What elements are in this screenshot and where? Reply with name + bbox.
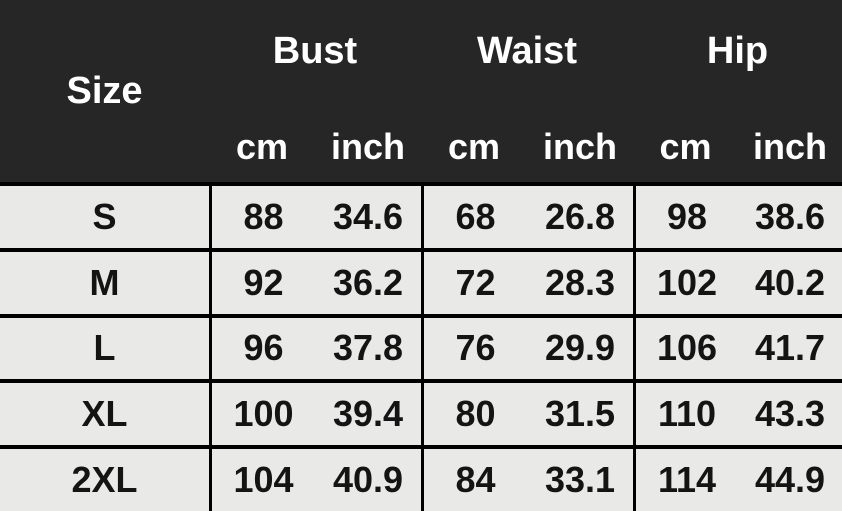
column-header-bust-cm: cm (235, 125, 289, 167)
column-header-waist-cm: cm (447, 125, 501, 167)
waist-inch-value: 26.8 (527, 186, 633, 248)
waist-inch-value: 28.3 (527, 251, 633, 314)
bust-inch-value: 37.8 (315, 317, 421, 380)
table-header: Size Bust Waist Hip cm inch cm inch cm i… (0, 0, 842, 182)
hip-inch-value: 43.3 (738, 383, 842, 446)
waist-inch-value: 31.5 (527, 383, 633, 446)
hip-cm-value: 114 (633, 449, 738, 511)
bust-inch-value: 39.4 (315, 383, 421, 446)
column-header-bust-inch: inch (330, 125, 405, 167)
waist-inch-value: 33.1 (527, 449, 633, 511)
hip-inch-value: 40.2 (738, 251, 842, 314)
column-header-hip-cm: cm (659, 125, 712, 167)
column-header-waist-inch: inch (542, 125, 617, 167)
table-body: S 88 34.6 68 26.8 98 38.6 M 92 36.2 72 2… (0, 182, 842, 511)
table-row-l: L 96 37.8 76 29.9 106 41.7 (0, 313, 842, 380)
size-value: M (0, 251, 209, 314)
waist-cm-value: 84 (421, 449, 527, 511)
table-row-m: M 92 36.2 72 28.3 102 40.2 (0, 247, 842, 314)
size-value: XL (0, 383, 209, 446)
column-header-waist: Waist (477, 30, 577, 72)
waist-inch-value: 29.9 (527, 317, 633, 380)
hip-inch-value: 38.6 (738, 186, 842, 248)
column-header-size: Size (66, 69, 143, 112)
size-value: S (0, 186, 209, 248)
size-value: L (0, 317, 209, 380)
hip-inch-value: 44.9 (738, 449, 842, 511)
hip-inch-value: 41.7 (738, 317, 842, 380)
bust-cm-value: 96 (209, 317, 315, 380)
bust-cm-value: 104 (209, 449, 315, 511)
waist-cm-value: 68 (421, 186, 527, 248)
hip-cm-value: 98 (633, 186, 738, 248)
bust-cm-value: 88 (209, 186, 315, 248)
bust-inch-value: 36.2 (315, 251, 421, 314)
table-row-s: S 88 34.6 68 26.8 98 38.6 (0, 182, 842, 248)
waist-cm-value: 72 (421, 251, 527, 314)
column-header-bust: Bust (272, 30, 358, 72)
bust-cm-value: 100 (209, 383, 315, 446)
table-row-2xl: 2XL 104 40.9 84 33.1 114 44.9 (0, 445, 842, 511)
hip-cm-value: 110 (633, 383, 738, 446)
table-row-xl: XL 100 39.4 80 31.5 110 43.3 (0, 379, 842, 446)
bust-inch-value: 34.6 (315, 186, 421, 248)
hip-cm-value: 106 (633, 317, 738, 380)
bust-inch-value: 40.9 (315, 449, 421, 511)
bust-cm-value: 92 (209, 251, 315, 314)
waist-cm-value: 80 (421, 383, 527, 446)
column-header-hip: Hip (706, 30, 769, 72)
hip-cm-value: 102 (633, 251, 738, 314)
size-value: 2XL (0, 449, 209, 511)
waist-cm-value: 76 (421, 317, 527, 380)
column-header-hip-inch: inch (752, 125, 827, 167)
